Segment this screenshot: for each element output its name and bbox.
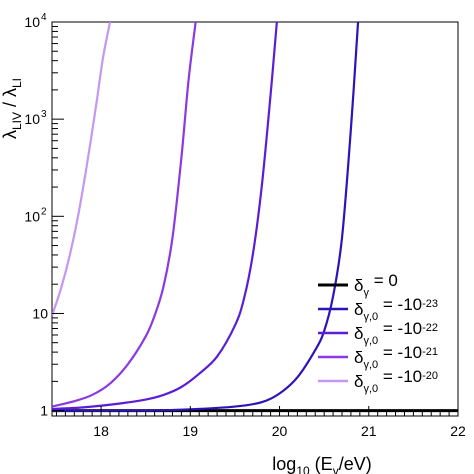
x-tick-label-2: 20 bbox=[272, 423, 288, 439]
y-axis-label-sub1: LIV bbox=[10, 112, 24, 130]
y-tick-label-exponent-2: 2 bbox=[41, 206, 47, 217]
y-tick-label-2: 10 bbox=[24, 208, 40, 224]
y-tick-label-3: 10 bbox=[24, 111, 40, 127]
legend-name-base-1: δ bbox=[354, 300, 363, 319]
y-tick-label-0: 1 bbox=[40, 403, 48, 419]
legend-name-sub-4: γ,0 bbox=[363, 383, 378, 395]
y-tick-label-4: 10 bbox=[24, 14, 40, 30]
y-tick-label-1: 10 bbox=[32, 305, 48, 321]
y-axis-label-mid: / λ bbox=[0, 88, 20, 112]
legend-name-eq-1: = -10 bbox=[378, 295, 422, 314]
y-tick-label-base: 10 bbox=[24, 208, 40, 224]
x-axis-label-mid1: (E bbox=[310, 454, 333, 474]
legend-name-eq-4: = -10 bbox=[378, 367, 422, 386]
y-tick-label-base: 1 bbox=[40, 403, 48, 419]
series-line-2 bbox=[52, 22, 278, 411]
series-line-3 bbox=[52, 22, 197, 408]
legend-name-eq-3: = -10 bbox=[378, 343, 422, 362]
legend-name-exp-1: -23 bbox=[422, 298, 438, 310]
series-line-4 bbox=[52, 22, 112, 316]
x-tick-label-1: 19 bbox=[183, 423, 199, 439]
legend-name-exp-3: -21 bbox=[422, 346, 438, 358]
y-axis-label-sub2: LI bbox=[10, 78, 24, 88]
y-tick-label-base: 10 bbox=[24, 14, 40, 30]
legend-name-base-3: δ bbox=[354, 348, 363, 367]
legend-label-3: δγ,0 = -10-21 bbox=[354, 343, 438, 371]
legend-name-sub-1: γ,0 bbox=[363, 311, 378, 323]
legend-name-exp-4: -20 bbox=[422, 370, 438, 382]
legend-name-sub-0: γ bbox=[363, 287, 369, 299]
x-tick-label-3: 21 bbox=[361, 423, 377, 439]
y-axis-label: λLIV / λLI bbox=[0, 78, 24, 139]
y-tick-label-exponent-4: 4 bbox=[41, 12, 47, 23]
y-tick-label-base: 10 bbox=[24, 111, 40, 127]
legend-name-sub-3: γ,0 bbox=[363, 359, 378, 371]
legend-name-eq-0: = 0 bbox=[369, 271, 398, 290]
legend-label-2: δγ,0 = -10-22 bbox=[354, 319, 438, 347]
plot-frame bbox=[51, 21, 459, 417]
legend-name-base-0: δ bbox=[354, 276, 363, 295]
x-axis-label-main: log bbox=[272, 454, 296, 474]
x-axis-label-mid2: /eV) bbox=[339, 454, 372, 474]
y-tick-label-base: 10 bbox=[32, 305, 48, 321]
x-axis-label-sub2: γ bbox=[333, 464, 339, 474]
legend-name-base-2: δ bbox=[354, 324, 363, 343]
legend-label-1: δγ,0 = -10-23 bbox=[354, 295, 438, 323]
x-axis: 18 19 20 21 22 bbox=[55, 406, 466, 439]
series-line-1 bbox=[52, 22, 360, 412]
legend-name-base-4: δ bbox=[354, 372, 363, 391]
x-axis-label-sub1: 10 bbox=[296, 464, 310, 474]
legend-label-4: δγ,0 = -10-20 bbox=[354, 367, 438, 395]
x-tick-label-4: 22 bbox=[450, 423, 466, 439]
y-axis-label-main1: λ bbox=[0, 130, 20, 139]
legend-name-exp-2: -22 bbox=[422, 322, 438, 334]
x-tick-label-0: 18 bbox=[93, 423, 109, 439]
legend-label-0: δγ = 0 bbox=[354, 271, 398, 299]
x-axis-label: log10 (Eγ/eV) bbox=[272, 454, 371, 474]
legend-name-sub-2: γ,0 bbox=[363, 335, 378, 347]
legend-name-eq-2: = -10 bbox=[378, 319, 422, 338]
y-tick-label-exponent-3: 3 bbox=[41, 109, 47, 120]
